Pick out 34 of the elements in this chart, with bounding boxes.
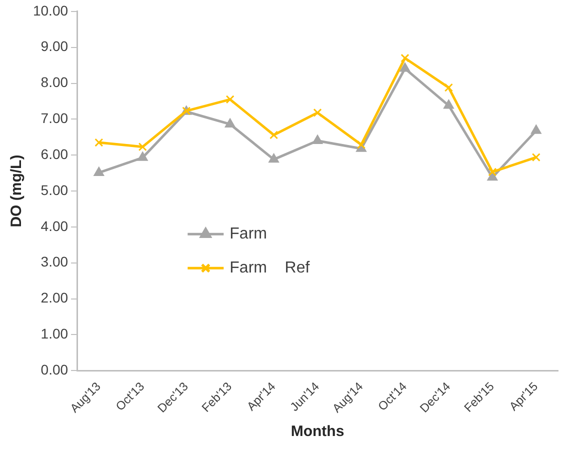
point xyxy=(400,62,410,72)
point xyxy=(94,166,104,176)
legend-label: Farm xyxy=(230,226,267,243)
y-axis-title: DO (mg/L) xyxy=(8,154,26,228)
y-tick-label: 8.00 xyxy=(40,74,68,90)
point xyxy=(488,168,497,176)
point xyxy=(270,130,278,140)
point xyxy=(532,152,540,162)
y-tick-label: 6.00 xyxy=(40,146,68,162)
point xyxy=(531,124,542,134)
x-axis-title: Months xyxy=(290,423,344,440)
point xyxy=(226,95,234,104)
point xyxy=(356,140,366,149)
point xyxy=(312,134,323,144)
legend-label: Farm Ref xyxy=(230,260,310,277)
point xyxy=(94,138,104,147)
point xyxy=(268,154,279,163)
y-tick-label: 7.00 xyxy=(40,110,68,126)
point xyxy=(400,54,410,62)
point xyxy=(487,172,498,181)
point xyxy=(444,100,454,109)
point xyxy=(138,142,147,152)
y-tick-label: 2.00 xyxy=(40,290,68,306)
y-tick-label: 3.00 xyxy=(40,254,68,270)
y-tick-label: 10.00 xyxy=(32,2,68,18)
point xyxy=(224,118,236,128)
point xyxy=(138,152,148,161)
y-tick-label: 0.00 xyxy=(40,362,68,378)
y-tick-label: 9.00 xyxy=(40,38,68,54)
point xyxy=(313,108,322,117)
y-tick-label: 5.00 xyxy=(40,182,68,198)
y-tick-label: 1.00 xyxy=(40,326,68,342)
point xyxy=(444,83,453,92)
y-tick-label: 4.00 xyxy=(40,218,68,234)
